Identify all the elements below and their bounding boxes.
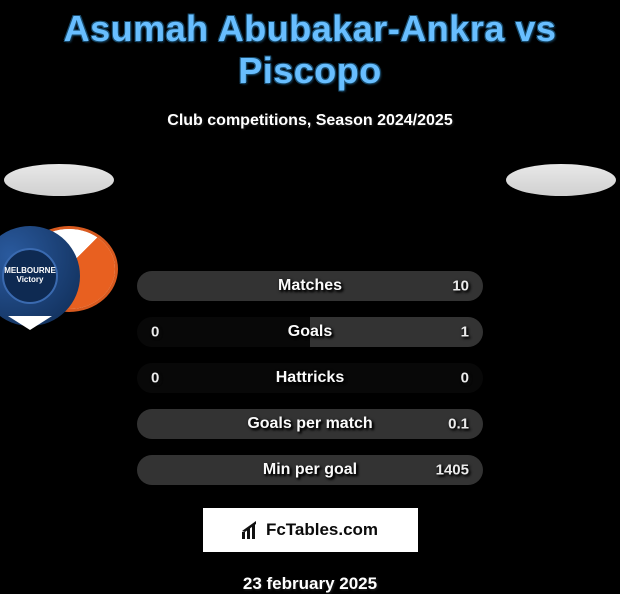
stats-area: BRISBANEROAR MELBOURNE Victory Matches10… xyxy=(0,170,620,486)
stat-row: 0 Hattricks 0 xyxy=(136,362,484,394)
club-badge-right-label: MELBOURNE Victory xyxy=(2,248,58,304)
stat-value-right: 1 xyxy=(461,324,469,341)
stat-label: Hattricks xyxy=(276,369,344,387)
stat-label: Min per goal xyxy=(263,461,357,479)
comparison-card: Asumah Abubakar-Ankra vs Piscopo Club co… xyxy=(0,0,620,580)
stat-label: Goals xyxy=(288,323,332,341)
stat-value-right: 10 xyxy=(452,278,469,295)
fctables-logo-text: FcTables.com xyxy=(266,520,378,540)
bar-chart-icon xyxy=(242,521,260,539)
stat-value-right: 0 xyxy=(461,370,469,387)
page-title: Asumah Abubakar-Ankra vs Piscopo xyxy=(0,0,620,92)
stat-row: Matches 10 xyxy=(136,270,484,302)
stat-value-left: 0 xyxy=(151,324,159,341)
player-photo-right-placeholder xyxy=(506,164,616,196)
stat-value-right: 1405 xyxy=(436,462,469,479)
fctables-logo[interactable]: FcTables.com xyxy=(203,508,418,552)
date-line: 23 february 2025 xyxy=(0,574,620,594)
stat-value-right: 0.1 xyxy=(448,416,469,433)
stat-value-left: 0 xyxy=(151,370,159,387)
stat-label: Matches xyxy=(278,277,342,295)
stat-row: 0 Goals 1 xyxy=(136,316,484,348)
stat-label: Goals per match xyxy=(247,415,372,433)
stat-row: Goals per match 0.1 xyxy=(136,408,484,440)
stat-row: Min per goal 1405 xyxy=(136,454,484,486)
stat-rows: Matches100Goals10Hattricks0Goals per mat… xyxy=(136,270,484,486)
player-photo-left-placeholder xyxy=(4,164,114,196)
subtitle: Club competitions, Season 2024/2025 xyxy=(0,112,620,130)
club-badge-right-chevron xyxy=(8,316,52,330)
stat-bar-fill-right xyxy=(310,317,483,347)
